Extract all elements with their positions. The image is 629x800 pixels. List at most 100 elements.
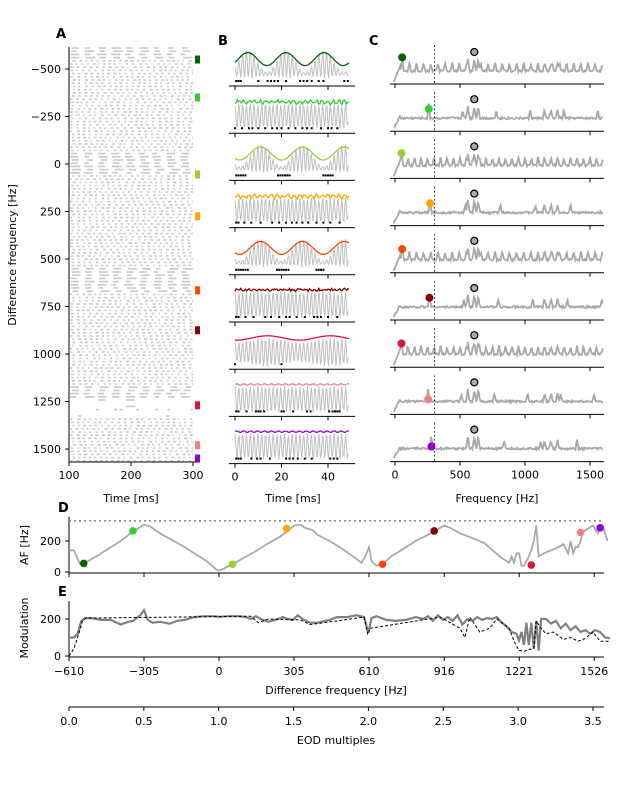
eod-peak-marker <box>470 331 479 340</box>
x-tick-label: 916 <box>434 665 455 678</box>
spectrum-line <box>392 245 604 272</box>
spike-marker <box>320 316 322 318</box>
eod-peak-marker <box>470 95 479 104</box>
spike-marker <box>336 127 339 130</box>
y-tick-label: 1500 <box>33 443 61 456</box>
spike-marker <box>282 268 285 271</box>
spike-marker <box>306 80 309 82</box>
spike-marker <box>324 174 327 177</box>
spike-marker <box>287 268 290 271</box>
trace-row <box>229 238 355 279</box>
y-tick-label: −500 <box>31 63 61 76</box>
panel-label-e: E <box>58 585 67 600</box>
af-point <box>129 527 137 535</box>
spike-marker <box>292 410 295 413</box>
eod-peak-marker <box>470 142 479 151</box>
spike-marker <box>278 268 281 271</box>
x-tick-label: 610 <box>359 665 380 678</box>
x-tick-label: 1.5 <box>285 715 303 728</box>
spike-marker <box>338 221 341 224</box>
spike-marker <box>275 268 278 271</box>
spike-marker <box>271 221 274 224</box>
spike-marker <box>285 221 288 224</box>
spike-marker <box>273 80 276 82</box>
spike-marker <box>338 410 341 413</box>
af-line <box>69 523 609 572</box>
y-tick-label: 0 <box>54 158 61 171</box>
spike-marker <box>285 268 288 271</box>
spike-marker <box>243 221 246 224</box>
spike-marker <box>334 410 336 413</box>
spike-marker <box>237 221 240 224</box>
highlight-marker <box>195 401 200 410</box>
spike-marker <box>295 316 298 318</box>
y-tick-label: 200 <box>40 535 61 548</box>
x-tick-label: 300 <box>183 469 204 482</box>
spike-marker <box>239 80 242 82</box>
spike-marker <box>235 221 238 224</box>
spike-marker <box>235 80 238 82</box>
spike-marker <box>250 457 253 460</box>
panel-c-x-axis-label: Frequency [Hz] <box>456 492 539 505</box>
y-tick-label: 1250 <box>33 396 61 409</box>
x-tick-label: 100 <box>59 469 80 482</box>
signal-trace <box>234 50 349 79</box>
y-tick-label: 500 <box>40 253 61 266</box>
spike-marker <box>245 410 248 413</box>
spike-marker <box>288 174 291 177</box>
spike-marker <box>270 316 272 318</box>
highlight-marker <box>195 454 200 463</box>
af-point <box>576 528 585 537</box>
envelope-line <box>234 98 350 107</box>
x-tick-label: 305 <box>284 665 305 678</box>
spike-marker <box>287 127 290 130</box>
spike-marker <box>280 268 283 271</box>
af-peak-marker <box>398 53 407 62</box>
spike-marker <box>285 316 288 318</box>
eod-peak-marker <box>470 189 479 198</box>
spike-marker <box>320 127 322 130</box>
y-tick-label: 750 <box>40 301 61 314</box>
spike-marker <box>237 410 240 413</box>
spike-marker <box>237 457 240 460</box>
spike-marker <box>288 457 291 460</box>
spike-marker <box>299 80 302 82</box>
spike-marker <box>285 80 288 82</box>
spectrum-row <box>390 45 604 88</box>
x-tick-label: −610 <box>54 665 84 678</box>
y-axis-label: Difference frequency [Hz] <box>6 184 19 326</box>
spike-marker <box>286 174 289 177</box>
signal-trace <box>234 338 349 367</box>
spectrum-row <box>390 375 604 419</box>
x-tick-label: 40 <box>321 471 335 484</box>
spike-marker <box>346 80 349 82</box>
spike-marker <box>277 80 279 82</box>
af-point <box>282 524 291 533</box>
spike-marker <box>234 127 236 130</box>
spike-marker <box>336 316 339 318</box>
spike-marker <box>306 127 309 130</box>
spike-marker <box>279 174 282 177</box>
spike-marker <box>317 268 320 271</box>
spike-marker <box>317 80 320 82</box>
x-tick-label: −305 <box>129 665 159 678</box>
af-point <box>79 559 88 568</box>
raster-dots <box>70 47 193 462</box>
spike-marker <box>235 410 238 413</box>
spike-marker <box>235 174 238 177</box>
signal-trace <box>234 197 349 223</box>
panel-b-x-axis-label: Time [ms] <box>264 492 320 505</box>
spike-marker <box>306 410 309 413</box>
spike-marker <box>237 174 240 177</box>
spike-marker <box>336 457 339 460</box>
spectrum-line <box>392 339 604 366</box>
af-peak-marker <box>424 395 433 404</box>
reference-line <box>68 615 610 657</box>
y-tick-label: 0 <box>54 566 61 579</box>
spike-marker <box>302 80 305 82</box>
x-tick-label: 1221 <box>505 665 533 678</box>
spike-marker <box>296 457 299 460</box>
spike-marker <box>332 457 335 460</box>
spike-marker <box>277 174 279 177</box>
